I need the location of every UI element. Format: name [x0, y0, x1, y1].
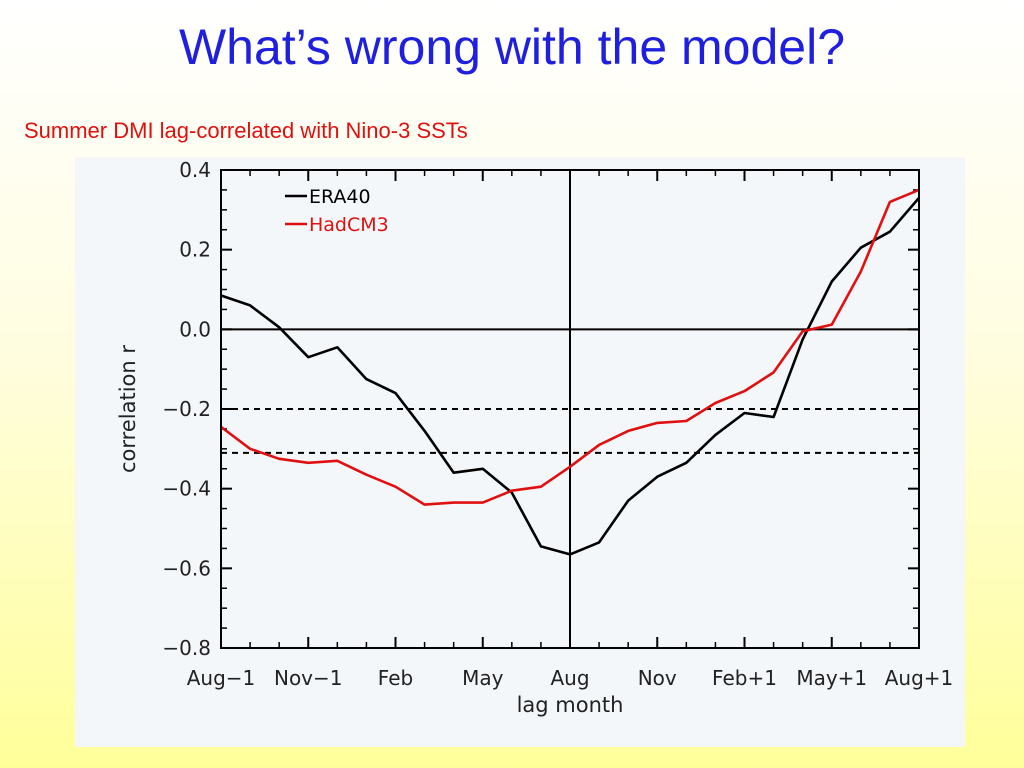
legend-label-era40: ERA40	[309, 186, 371, 208]
x-tick-label: Nov	[638, 666, 677, 690]
slide-title: What’s wrong with the model?	[178, 19, 846, 75]
x-tick-label: May+1	[796, 666, 867, 690]
y-tick-label: −0.4	[162, 477, 211, 501]
y-axis-title: correlation r	[116, 345, 140, 473]
x-axis-title: lag month	[517, 693, 624, 717]
x-tick-label: Feb+1	[712, 666, 777, 690]
chart-panel: 0.4 0.2 0.0 −0.2 −0.4 −0.6 −0.8 Aug−1 Nov−1 Feb Ma…	[75, 157, 965, 747]
x-tick-label: Nov−1	[274, 666, 343, 690]
plot-frame	[220, 169, 920, 649]
correlation-chart: 0.4 0.2 0.0 −0.2 −0.4 −0.6 −0.8 Aug−1 Nov−1 Feb Ma…	[116, 158, 954, 717]
series-line-hadcm3	[221, 188, 919, 506]
y-tick-label: 0.4	[179, 158, 211, 182]
x-tick-label: Aug+1	[885, 666, 954, 690]
y-tick-label: 0.2	[179, 238, 211, 262]
y-tick-label: 0.0	[179, 317, 211, 341]
y-tick-label: −0.6	[162, 556, 211, 580]
x-tick-label: Feb	[378, 666, 413, 690]
y-tick-label: −0.2	[162, 397, 211, 421]
x-tick-label: May	[462, 666, 504, 690]
slide-subtitle: Summer DMI lag-correlated with Nino-3 SS…	[24, 118, 468, 143]
x-tick-label: Aug	[550, 666, 589, 690]
x-tick-label: Aug−1	[187, 666, 256, 690]
y-tick-label: −0.8	[162, 636, 211, 660]
legend-label-hadcm3: HadCM3	[309, 214, 389, 236]
series-line-era40	[221, 197, 919, 556]
